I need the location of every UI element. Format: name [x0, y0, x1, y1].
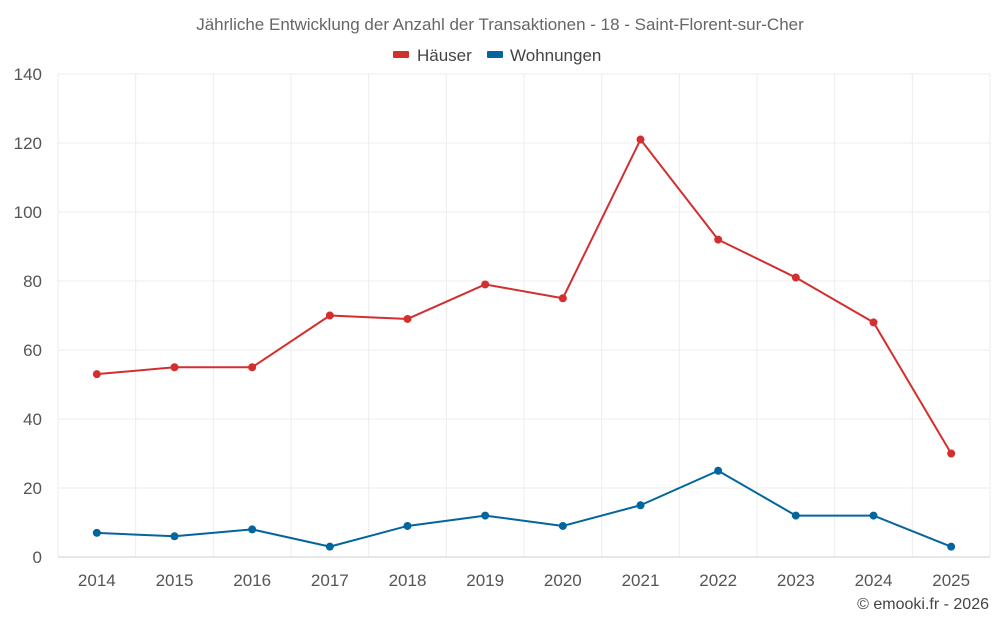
- data-point-haeuser[interactable]: [636, 135, 645, 144]
- data-point-wohnungen[interactable]: [947, 542, 956, 551]
- legend-swatch-haeuser: [393, 51, 409, 58]
- data-point-wohnungen[interactable]: [636, 501, 645, 510]
- y-tick-label: 40: [23, 410, 42, 429]
- x-tick-label: 2021: [622, 571, 660, 590]
- data-point-haeuser[interactable]: [481, 280, 490, 289]
- data-point-wohnungen[interactable]: [481, 511, 490, 520]
- data-point-haeuser[interactable]: [325, 311, 334, 320]
- x-tick-label: 2019: [466, 571, 504, 590]
- legend-label-haeuser: Häuser: [417, 46, 472, 65]
- y-tick-label: 20: [23, 479, 42, 498]
- plot-area: [92, 135, 956, 551]
- data-point-haeuser[interactable]: [92, 370, 101, 379]
- y-tick-label: 0: [33, 548, 42, 567]
- x-tick-label: 2024: [855, 571, 893, 590]
- data-point-wohnungen[interactable]: [791, 511, 800, 520]
- x-tick-label: 2016: [233, 571, 271, 590]
- x-tick-label: 2015: [156, 571, 194, 590]
- data-point-wohnungen[interactable]: [170, 532, 179, 541]
- x-axis: 2014 2015 2016 2017 2018 2019 2020 2021 2022 2023…: [78, 571, 970, 590]
- y-axis: 0 20 40 60 80 100 120 140: [14, 65, 42, 567]
- series-wohnungen: [92, 466, 956, 551]
- data-point-haeuser[interactable]: [403, 314, 412, 323]
- data-point-haeuser[interactable]: [714, 235, 723, 244]
- data-point-haeuser[interactable]: [558, 294, 567, 303]
- series-line-wohnungen: [96, 469, 952, 548]
- data-point-haeuser[interactable]: [791, 273, 800, 282]
- chart-title: Jährliche Entwicklung der Anzahl der Tra…: [196, 15, 804, 34]
- x-tick-label: 2020: [544, 571, 582, 590]
- x-tick-label: 2025: [932, 571, 970, 590]
- y-tick-label: 100: [14, 203, 42, 222]
- legend-swatch-wohnungen: [487, 51, 503, 58]
- x-tick-label: 2018: [389, 571, 427, 590]
- credit: © emooki.fr - 2026: [857, 596, 989, 613]
- legend-label-wohnungen: Wohnungen: [510, 46, 601, 65]
- series-line-haeuser: [96, 138, 953, 455]
- data-point-haeuser[interactable]: [947, 449, 956, 458]
- data-point-wohnungen[interactable]: [714, 466, 723, 475]
- data-point-haeuser[interactable]: [170, 363, 179, 372]
- data-point-wohnungen[interactable]: [92, 528, 101, 537]
- series-haeuser: [92, 135, 956, 458]
- grid: [57, 73, 991, 558]
- x-tick-label: 2017: [311, 571, 349, 590]
- data-point-wohnungen[interactable]: [248, 525, 257, 534]
- x-tick-label: 2014: [78, 571, 116, 590]
- data-point-wohnungen[interactable]: [869, 511, 878, 520]
- y-tick-label: 140: [14, 65, 42, 84]
- legend: Häuser Wohnungen: [393, 46, 601, 65]
- y-tick-label: 60: [23, 341, 42, 360]
- data-point-haeuser[interactable]: [869, 318, 878, 327]
- x-tick-label: 2022: [699, 571, 737, 590]
- y-tick-label: 80: [23, 272, 42, 291]
- data-point-wohnungen[interactable]: [558, 521, 567, 530]
- data-point-haeuser[interactable]: [248, 363, 257, 372]
- legend-item-wohnungen[interactable]: Wohnungen: [487, 46, 601, 65]
- data-point-wohnungen[interactable]: [403, 521, 412, 530]
- x-tick-label: 2023: [777, 571, 815, 590]
- data-point-wohnungen[interactable]: [325, 542, 334, 551]
- y-tick-label: 120: [14, 134, 42, 153]
- legend-item-haeuser[interactable]: Häuser: [393, 46, 472, 65]
